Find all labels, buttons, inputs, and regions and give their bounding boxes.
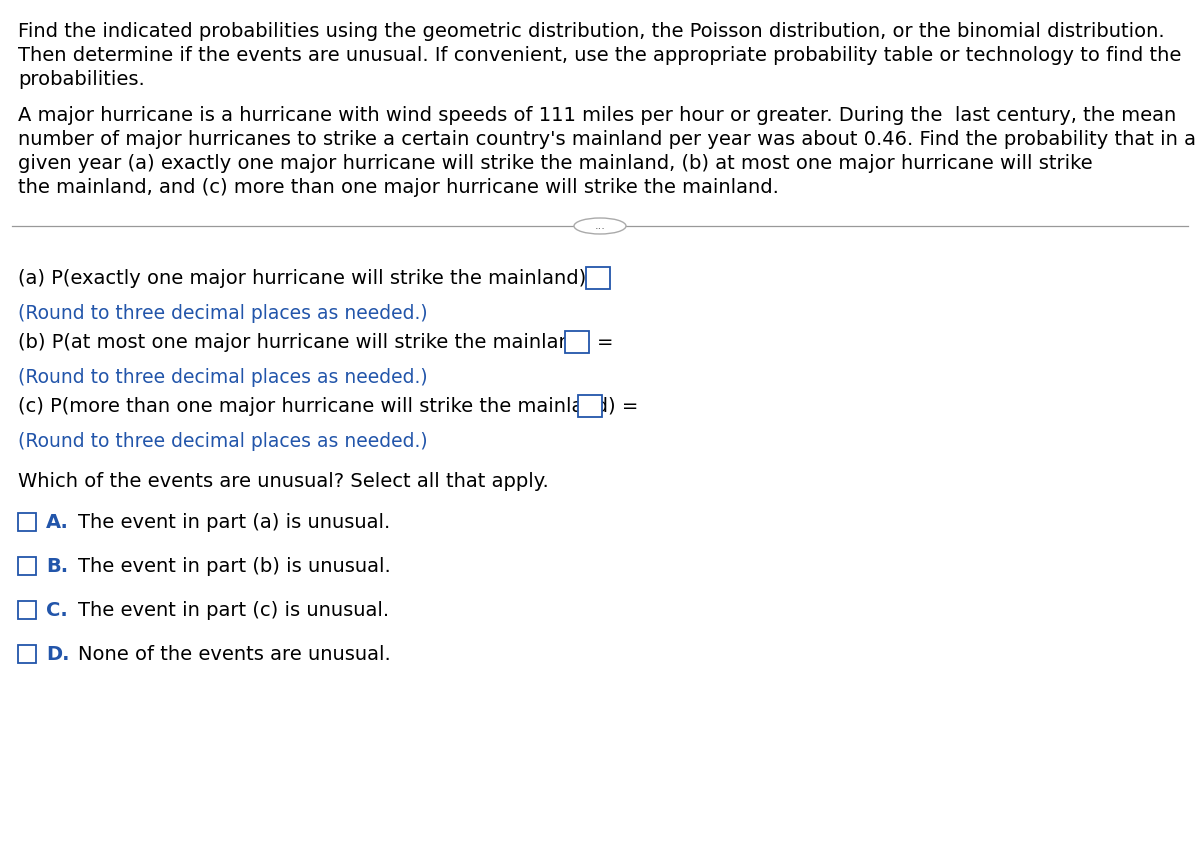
Text: (Round to three decimal places as needed.): (Round to three decimal places as needed… <box>18 368 427 387</box>
Text: (b) P(at most one major hurricane will strike the mainland) =: (b) P(at most one major hurricane will s… <box>18 333 613 352</box>
Text: None of the events are unusual.: None of the events are unusual. <box>78 644 391 664</box>
Text: given year (a) exactly one major hurricane will strike the mainland, (b) at most: given year (a) exactly one major hurrica… <box>18 154 1093 173</box>
FancyBboxPatch shape <box>18 513 36 531</box>
Text: A.: A. <box>46 513 68 531</box>
Ellipse shape <box>574 218 626 234</box>
FancyBboxPatch shape <box>18 601 36 619</box>
FancyBboxPatch shape <box>18 557 36 575</box>
FancyBboxPatch shape <box>565 331 589 353</box>
Text: (Round to three decimal places as needed.): (Round to three decimal places as needed… <box>18 304 427 323</box>
Text: Find the indicated probabilities using the geometric distribution, the Poisson d: Find the indicated probabilities using t… <box>18 22 1165 41</box>
FancyBboxPatch shape <box>18 645 36 663</box>
Text: The event in part (b) is unusual.: The event in part (b) is unusual. <box>78 556 391 575</box>
Text: number of major hurricanes to strike a certain country's mainland per year was a: number of major hurricanes to strike a c… <box>18 130 1196 149</box>
FancyBboxPatch shape <box>586 267 610 289</box>
Text: Which of the events are unusual? Select all that apply.: Which of the events are unusual? Select … <box>18 472 548 491</box>
Text: The event in part (c) is unusual.: The event in part (c) is unusual. <box>78 600 389 619</box>
Text: (c) P(more than one major hurricane will strike the mainland) =: (c) P(more than one major hurricane will… <box>18 396 638 415</box>
FancyBboxPatch shape <box>578 395 602 417</box>
Text: ...: ... <box>594 221 606 231</box>
Text: Then determine if the events are unusual. If convenient, use the appropriate pro: Then determine if the events are unusual… <box>18 46 1181 65</box>
Text: (a) P(exactly one major hurricane will strike the mainland) =: (a) P(exactly one major hurricane will s… <box>18 268 610 287</box>
Text: C.: C. <box>46 600 67 619</box>
Text: A major hurricane is a hurricane with wind speeds of 111 miles per hour or great: A major hurricane is a hurricane with wi… <box>18 106 1176 125</box>
Text: the mainland, and (c) more than one major hurricane will strike the mainland.: the mainland, and (c) more than one majo… <box>18 178 779 197</box>
Text: probabilities.: probabilities. <box>18 70 145 89</box>
Text: D.: D. <box>46 644 70 664</box>
Text: (Round to three decimal places as needed.): (Round to three decimal places as needed… <box>18 432 427 451</box>
Text: B.: B. <box>46 556 68 575</box>
Text: The event in part (a) is unusual.: The event in part (a) is unusual. <box>78 513 390 531</box>
